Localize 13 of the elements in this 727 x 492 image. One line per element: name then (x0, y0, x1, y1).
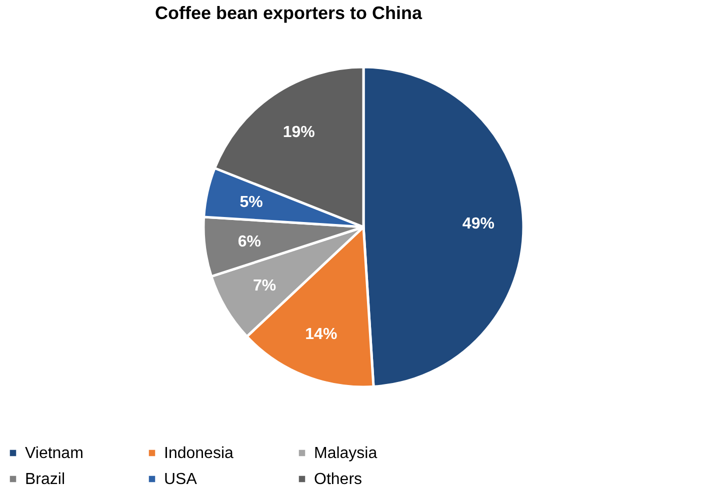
data-label: 19% (282, 124, 315, 141)
data-label: 7% (252, 278, 276, 295)
data-label: 6% (238, 233, 261, 250)
legend-label: Indonesia (164, 445, 234, 462)
data-label: 5% (240, 194, 263, 211)
data-label: 14% (305, 326, 338, 343)
legend-label: USA (164, 471, 198, 488)
legend-label: Brazil (25, 471, 66, 488)
data-label: 49% (462, 215, 494, 232)
legend-label: Others (314, 471, 362, 488)
legend-label: Vietnam (25, 445, 84, 462)
legend-label: Malaysia (314, 445, 378, 462)
chart-title: Coffee bean exporters to China (154, 3, 424, 23)
